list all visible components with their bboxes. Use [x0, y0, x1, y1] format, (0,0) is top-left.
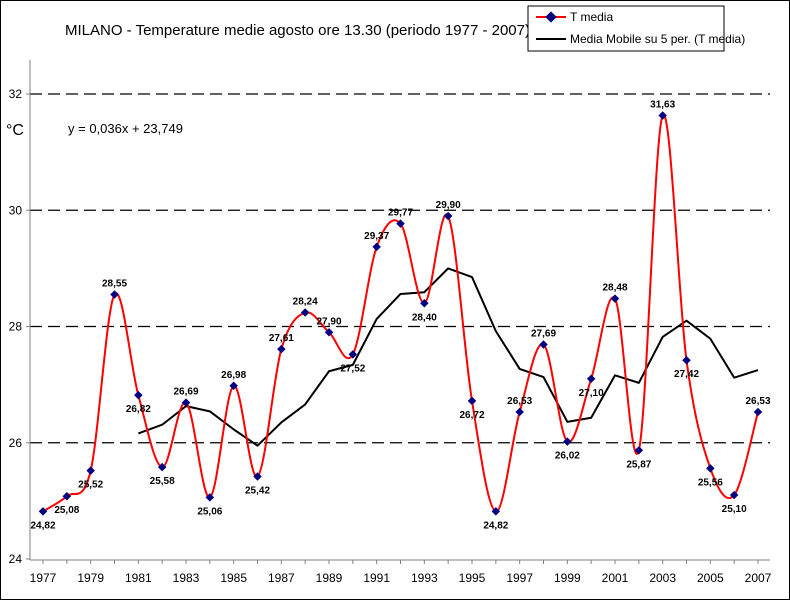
data-label: 25,08: [54, 505, 79, 516]
data-label: 25,10: [722, 504, 747, 515]
data-label: 26,02: [555, 451, 580, 462]
x-tick-label: 1983: [173, 571, 200, 585]
y-tick-label: 28: [9, 320, 23, 334]
data-label: 24,82: [30, 520, 55, 531]
data-label: 31,63: [650, 100, 675, 111]
legend-box: [527, 5, 725, 52]
data-label: 25,42: [245, 485, 270, 496]
x-tick-label: 1991: [363, 571, 390, 585]
data-label: 29,77: [388, 208, 413, 219]
data-label: 27,10: [579, 388, 604, 399]
trendline-equation: y = 0,036x + 23,749: [68, 121, 183, 136]
data-label: 25,87: [626, 459, 651, 470]
data-label: 26,69: [173, 387, 198, 398]
chart-title: MILANO - Temperature medie agosto ore 13…: [65, 22, 530, 39]
data-label: 29,90: [436, 200, 461, 211]
x-tick-label: 2005: [697, 571, 724, 585]
x-tick-label: 1977: [30, 571, 57, 585]
data-label: 26,98: [221, 370, 246, 381]
data-point-t-media: [515, 407, 524, 417]
y-tick-label: 26: [9, 436, 23, 450]
x-tick-label: 1985: [220, 571, 247, 585]
data-point-t-media: [324, 328, 334, 337]
data-label: 27,90: [316, 316, 341, 327]
y-tick-label: 24: [9, 552, 23, 566]
x-tick-label: 1987: [268, 571, 295, 585]
data-point-t-media: [682, 355, 691, 365]
data-point-t-media: [443, 211, 453, 221]
data-point-t-media: [253, 472, 262, 481]
data-label: 28,48: [602, 283, 627, 294]
data-label: 27,52: [340, 363, 365, 374]
series-line-moving-average: [137, 267, 759, 447]
series-line-t-media: [42, 114, 759, 513]
data-point-t-media: [372, 242, 381, 252]
data-label: 27,42: [674, 369, 699, 380]
data-label: 24,82: [483, 520, 508, 531]
x-tick-label: 1981: [125, 571, 152, 585]
legend: T media Media Mobile su 5 per. (T media): [527, 5, 745, 52]
data-label: 27,61: [269, 333, 294, 344]
x-tick-label: 2003: [649, 571, 676, 585]
data-label: 26,53: [745, 396, 770, 407]
y-axis-label: °C: [6, 122, 24, 139]
data-label: 26,82: [126, 404, 151, 415]
axes: 24 26 28 30 32 1977 1979 1981 1983 1985 1987 1989 19…: [9, 60, 772, 585]
data-labels: 24,82 25,08 25,52 28,55 26,82 25,58 26,69 25,06…: [30, 100, 770, 532]
data-label: 27,69: [531, 329, 556, 340]
x-tick-label: 1989: [316, 571, 343, 585]
data-label: 28,55: [102, 279, 127, 290]
data-label: 29,37: [364, 231, 389, 242]
data-label: 25,06: [197, 506, 222, 517]
x-tick-label: 2007: [745, 571, 772, 585]
data-label: 25,56: [698, 477, 723, 488]
x-tick-label: 1979: [77, 571, 104, 585]
data-point-t-media: [634, 446, 644, 455]
data-label: 25,52: [78, 480, 103, 491]
grid: [30, 93, 770, 444]
x-tick-label: 1999: [554, 571, 581, 585]
data-point-t-media: [467, 396, 477, 406]
data-point-t-media: [229, 381, 238, 391]
data-point-t-media: [38, 507, 48, 516]
y-tick-label: 30: [9, 203, 23, 217]
x-tick-label: 1997: [506, 571, 533, 585]
data-label: 25,58: [150, 476, 175, 487]
series: [42, 114, 759, 513]
data-point-t-media: [539, 340, 548, 349]
data-point-t-media: [610, 294, 620, 303]
x-tick-label: 2001: [602, 571, 629, 585]
data-label: 26,72: [459, 410, 484, 421]
x-tick-label: 1993: [411, 571, 438, 585]
legend-label-moving-average: Media Mobile su 5 per. (T media): [570, 32, 745, 46]
data-label: 28,40: [412, 312, 437, 323]
x-tick-label: 1995: [459, 571, 486, 585]
legend-label-t-media: T media: [570, 10, 613, 24]
data-point-t-media: [181, 398, 191, 407]
data-point-t-media: [110, 290, 119, 299]
y-tick-label: 32: [9, 87, 23, 101]
data-point-t-media: [62, 491, 72, 501]
data-point-t-media: [658, 111, 667, 120]
data-point-t-media: [753, 407, 763, 417]
data-label: 28,24: [293, 297, 318, 308]
data-label: 26,53: [507, 396, 532, 407]
data-point-t-media: [396, 219, 405, 228]
